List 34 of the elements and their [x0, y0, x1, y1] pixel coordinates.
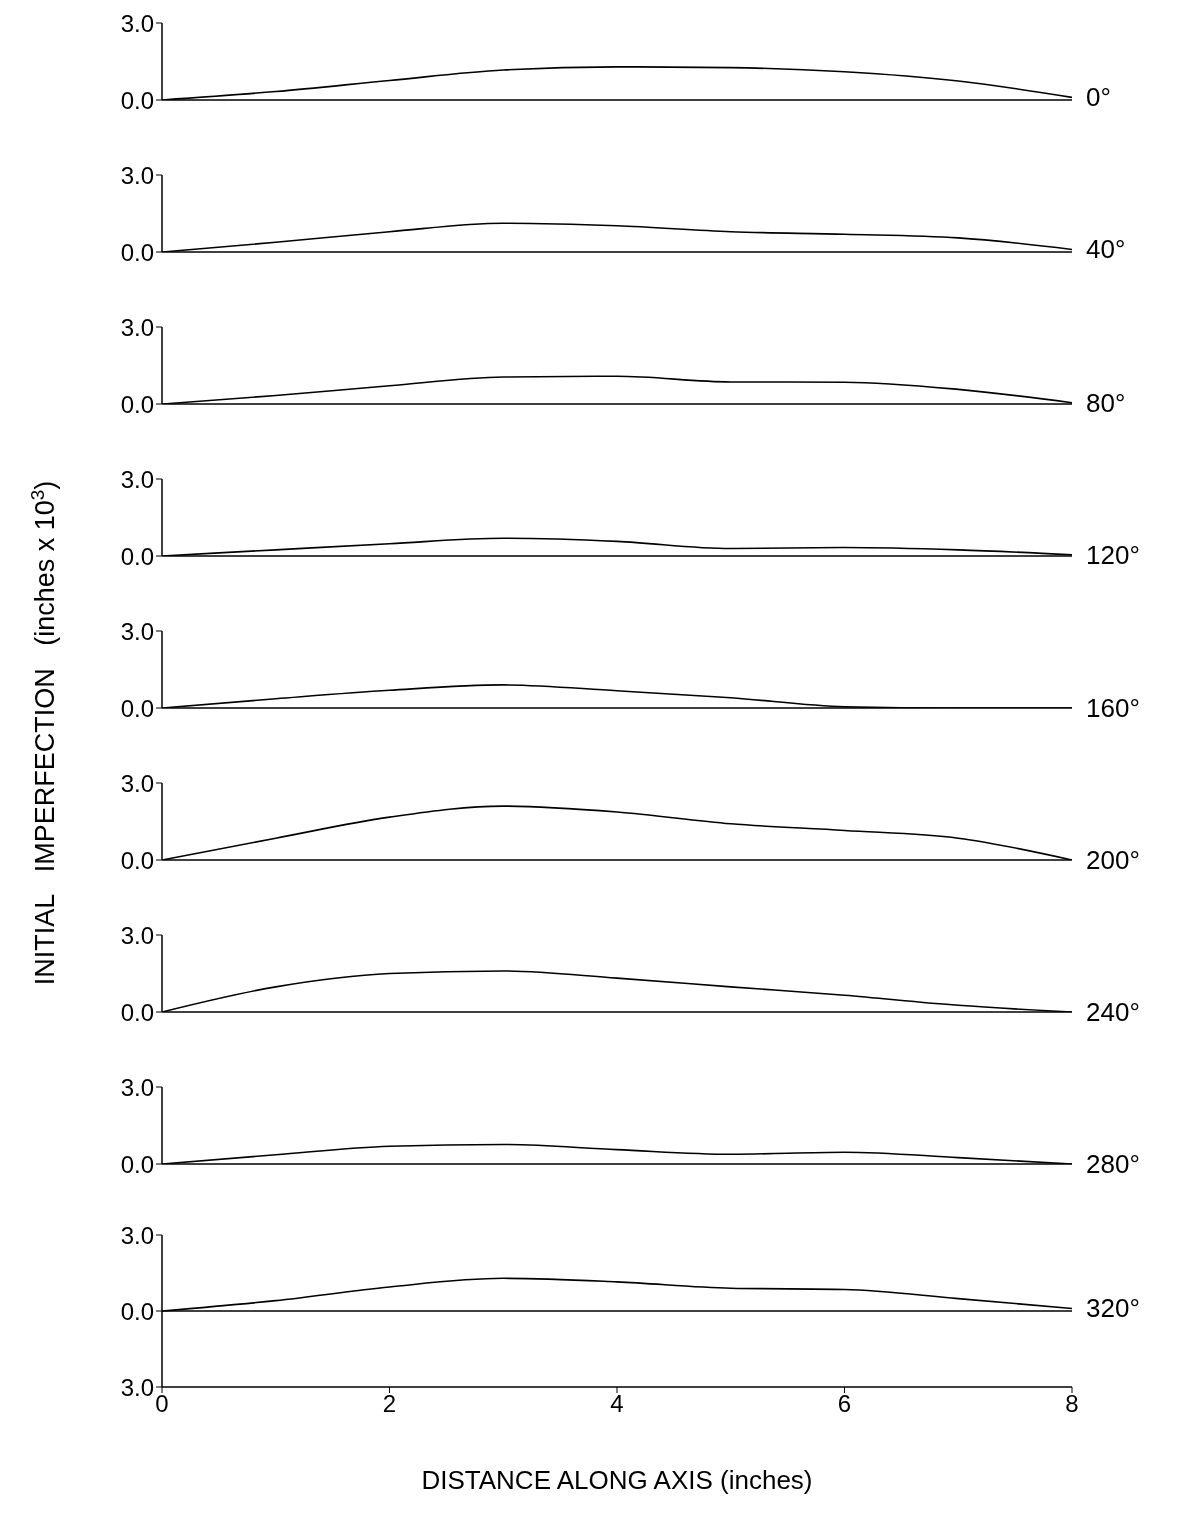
- x-tick-label: 4: [610, 1390, 624, 1418]
- y-tick-label: 0.0: [120, 86, 154, 114]
- series-label: 200°: [1086, 845, 1140, 875]
- series-label: 120°: [1086, 539, 1140, 570]
- y-tick-label: 3.0: [120, 1073, 154, 1101]
- x-tick-label: 2: [382, 1390, 397, 1418]
- series-label: 280°: [1086, 1149, 1140, 1179]
- y-tick-label: 0.0: [120, 998, 154, 1026]
- series-label: 160°: [1086, 693, 1140, 723]
- series-label: 40°: [1086, 234, 1126, 265]
- y-tick-label: 0.0: [120, 846, 154, 874]
- y-tick-label: 3.0: [120, 769, 154, 797]
- series-label: 240°: [1086, 997, 1140, 1027]
- y-tick-label: 3.0: [120, 465, 154, 493]
- y-tick-label: 0.0: [120, 1297, 154, 1325]
- y-tick-label: 0.0: [120, 390, 154, 418]
- series-label: 80°: [1086, 387, 1126, 418]
- y-tick-label: 3.0: [120, 617, 154, 645]
- y-tick-label: 3.0: [120, 1373, 154, 1401]
- y-tick-label: 3.0: [120, 313, 154, 341]
- x-tick-label: 8: [1065, 1390, 1079, 1418]
- y-tick-label: 3.0: [120, 9, 154, 37]
- series-label: 320°: [1086, 1293, 1140, 1324]
- x-tick-label: 0: [155, 1390, 169, 1418]
- y-tick-label: 0.0: [120, 238, 154, 266]
- y-tick-label: 3.0: [120, 1221, 154, 1249]
- y-tick-label: 3.0: [120, 161, 154, 189]
- y-tick-label: 0.0: [120, 542, 154, 570]
- series-label: 0°: [1086, 82, 1111, 113]
- x-tick-label: 6: [837, 1390, 852, 1418]
- x-axis-title: DISTANCE ALONG AXIS (inches): [421, 1465, 813, 1495]
- y-tick-label: 3.0: [120, 921, 154, 949]
- y-tick-label: 0.0: [120, 694, 154, 722]
- y-tick-label: 0.0: [120, 1150, 154, 1178]
